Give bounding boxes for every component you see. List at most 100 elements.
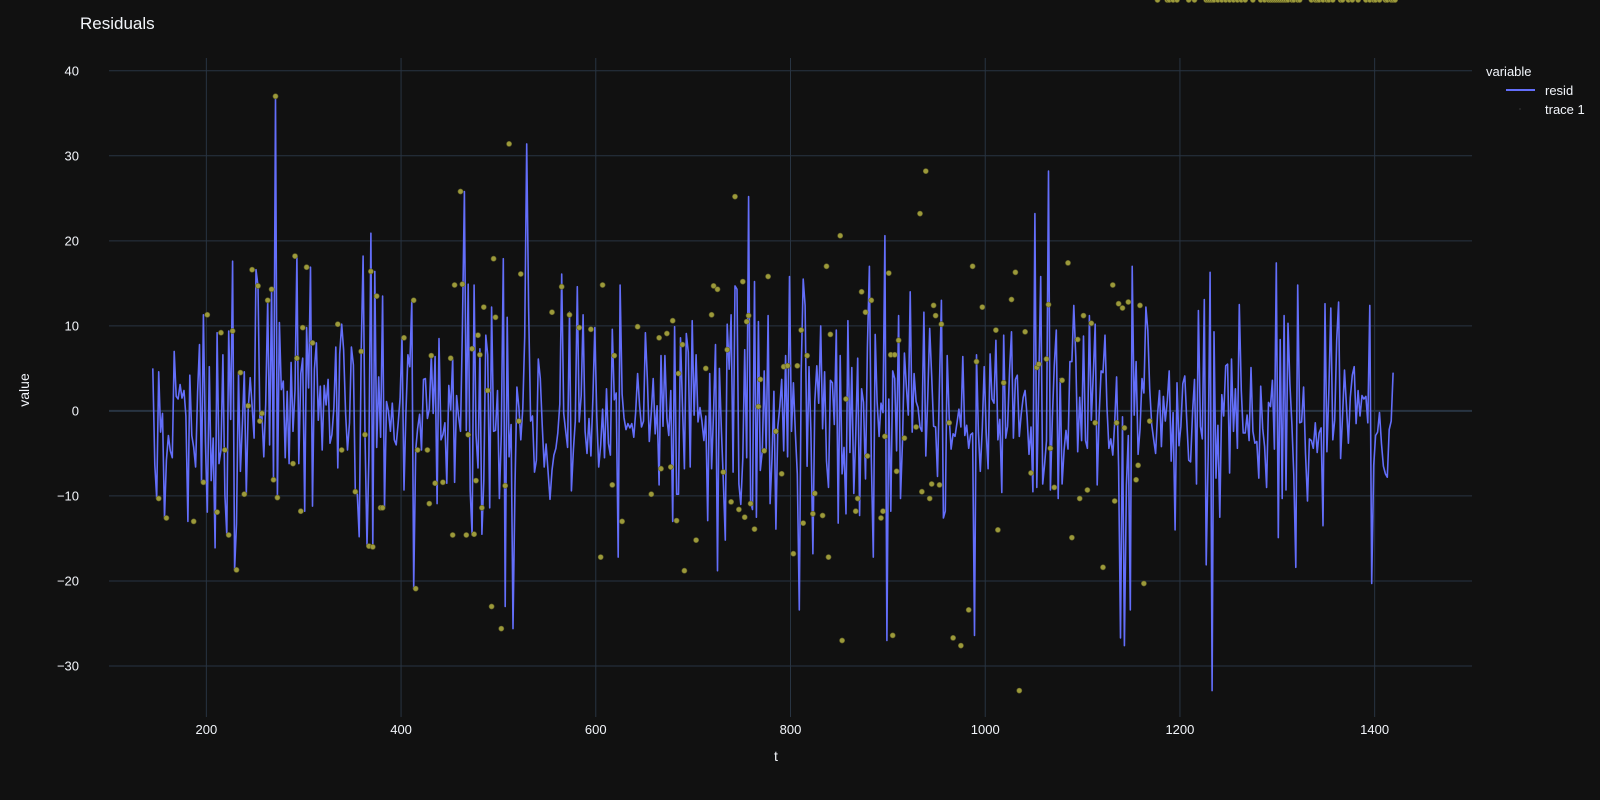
data-point-trace-1 <box>362 431 368 438</box>
data-point-trace-1 <box>656 334 662 341</box>
data-point-trace-1 <box>880 508 886 515</box>
data-point-trace-1 <box>891 351 898 358</box>
data-point-trace-1 <box>190 518 197 525</box>
data-point-trace-1 <box>290 460 296 467</box>
data-point-trace-1 <box>1069 534 1075 541</box>
data-point-trace-1 <box>823 263 830 270</box>
data-point-trace-1 <box>938 321 945 328</box>
x-axis-label: t <box>774 748 778 764</box>
data-point-trace-1 <box>932 312 939 319</box>
data-point-trace-1 <box>1133 476 1139 483</box>
data-point-trace-1 <box>794 362 801 369</box>
y-tick-label: −10 <box>57 488 79 503</box>
data-point-trace-1 <box>369 544 376 550</box>
data-point-trace-1 <box>773 428 779 435</box>
y-tick-label: 10 <box>65 318 79 333</box>
data-point-trace-1 <box>778 470 785 477</box>
data-point-trace-1 <box>476 351 483 358</box>
data-point-trace-1 <box>502 482 509 489</box>
data-point-trace-1 <box>249 266 255 273</box>
data-point-trace-1 <box>293 355 300 362</box>
data-point-trace-1 <box>597 554 604 560</box>
data-point-trace-1 <box>488 603 495 610</box>
data-point-trace-1 <box>1080 312 1087 319</box>
chart-title: Residuals <box>80 14 155 33</box>
data-point-trace-1 <box>1137 302 1143 309</box>
data-point-trace-1 <box>272 93 279 100</box>
y-tick-label: 0 <box>72 403 79 418</box>
x-tick-label: 800 <box>780 722 802 737</box>
data-point-trace-1 <box>885 270 892 276</box>
data-point-trace-1 <box>1146 418 1153 424</box>
data-point-trace-1 <box>428 352 435 359</box>
data-point-trace-1 <box>790 550 797 557</box>
data-point-trace-1 <box>367 268 374 275</box>
legend-label-resid: resid <box>1545 83 1573 98</box>
data-point-trace-1 <box>708 311 715 318</box>
data-point-trace-1 <box>864 453 871 459</box>
data-point-trace-1 <box>163 515 170 521</box>
data-point-trace-1 <box>710 282 717 289</box>
data-point-trace-1 <box>648 491 655 498</box>
data-point-trace-1 <box>469 345 475 352</box>
data-point-trace-1 <box>1092 419 1099 426</box>
data-point-trace-1 <box>868 297 875 304</box>
data-point-trace-1 <box>1191 0 1198 3</box>
data-point-trace-1 <box>426 500 433 507</box>
x-tick-label: 400 <box>390 722 412 737</box>
data-point-trace-1 <box>751 526 758 532</box>
data-point-trace-1 <box>1012 269 1019 276</box>
data-point-trace-1 <box>449 532 456 538</box>
legend-item-trace-1[interactable]: trace 1 <box>1519 102 1585 117</box>
data-point-trace-1 <box>457 188 464 195</box>
data-point-trace-1 <box>1043 356 1050 362</box>
data-point-trace-1 <box>922 168 929 174</box>
data-point-trace-1 <box>958 642 964 649</box>
data-point-trace-1 <box>757 376 764 383</box>
data-point-trace-1 <box>800 520 807 526</box>
data-point-trace-1 <box>741 514 748 521</box>
data-point-trace-1 <box>973 358 980 365</box>
data-point-trace-1 <box>675 370 682 377</box>
data-point-trace-1 <box>837 232 844 239</box>
legend-item-resid[interactable]: resid <box>1506 83 1573 98</box>
data-point-trace-1 <box>1121 424 1128 431</box>
data-point-trace-1 <box>946 419 953 426</box>
data-point-trace-1 <box>889 632 896 639</box>
data-point-trace-1 <box>1296 0 1303 3</box>
data-point-trace-1 <box>1028 470 1034 476</box>
data-point-trace-1 <box>478 504 485 511</box>
data-point-trace-1 <box>858 288 865 295</box>
data-point-trace-1 <box>439 479 446 486</box>
data-point-trace-1 <box>588 326 594 333</box>
data-point-trace-1 <box>1000 379 1007 386</box>
data-point-trace-1 <box>1074 336 1081 343</box>
data-point-trace-1 <box>755 403 762 410</box>
data-point-trace-1 <box>1154 0 1161 3</box>
data-point-trace-1 <box>679 341 686 348</box>
data-point-trace-1 <box>1008 296 1015 303</box>
data-point-trace-1 <box>693 537 699 543</box>
data-point-trace-1 <box>292 253 298 259</box>
data-point-trace-1 <box>558 283 565 290</box>
data-point-trace-1 <box>480 304 487 310</box>
data-point-trace-1 <box>471 531 477 538</box>
legend-label-trace-1: trace 1 <box>1545 102 1585 117</box>
data-point-trace-1 <box>204 311 211 318</box>
data-point-trace-1 <box>736 506 742 513</box>
data-point-trace-1 <box>784 362 791 369</box>
data-point-trace-1 <box>1065 259 1071 266</box>
data-point-trace-1 <box>492 314 499 321</box>
data-point-trace-1 <box>810 510 816 517</box>
data-point-trace-1 <box>270 476 277 483</box>
data-point-trace-1 <box>936 481 943 488</box>
series-layer <box>152 95 1394 692</box>
data-point-trace-1 <box>1022 328 1028 335</box>
data-point-trace-1 <box>1185 0 1192 3</box>
data-point-trace-1 <box>1016 687 1023 694</box>
data-point-trace-1 <box>1355 0 1361 3</box>
data-point-trace-1 <box>463 532 470 538</box>
data-point-trace-1 <box>225 532 232 538</box>
data-point-trace-1 <box>893 468 900 475</box>
